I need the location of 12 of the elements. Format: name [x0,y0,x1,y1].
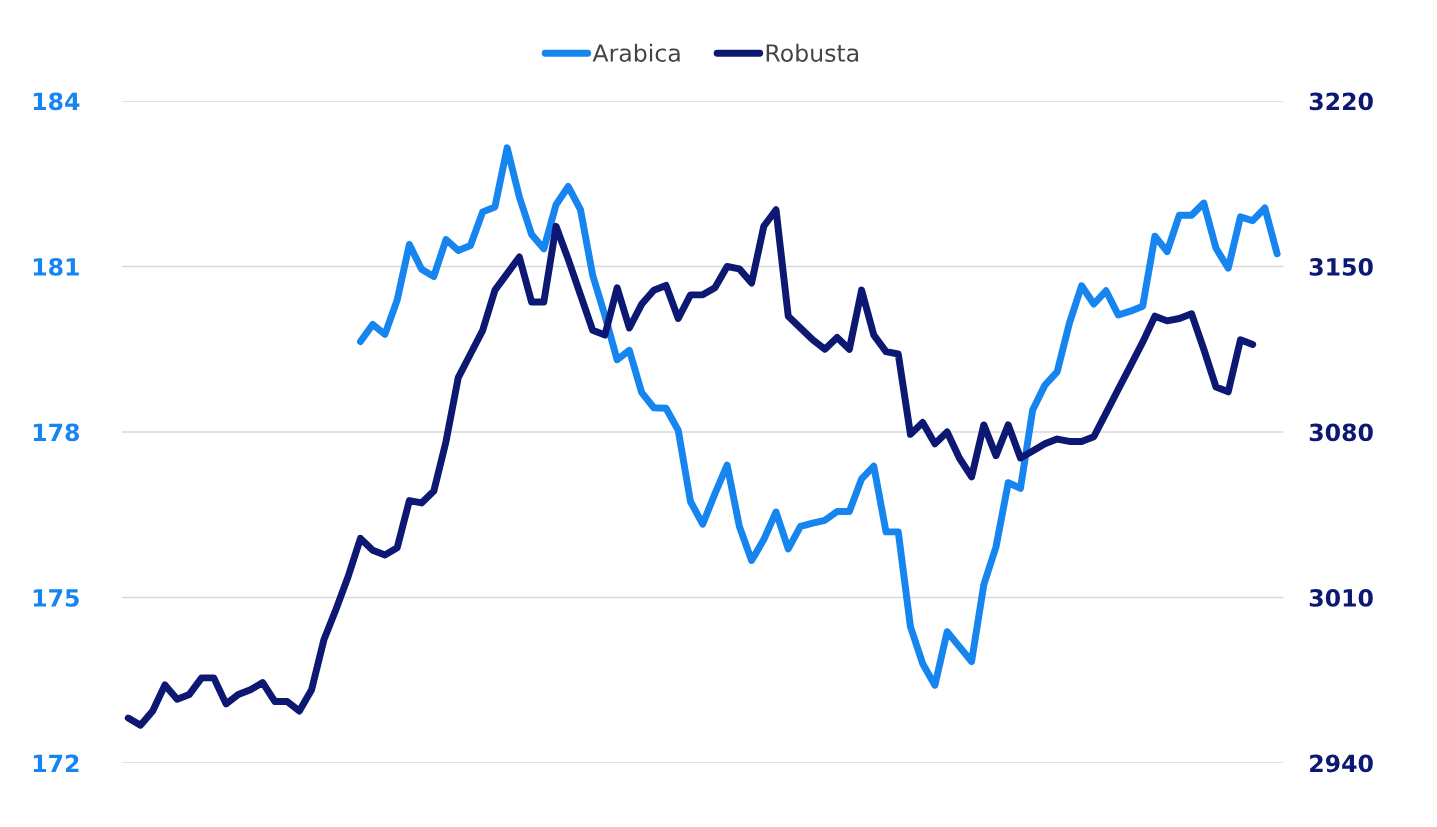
y2-tick-label: 3150 [1309,257,1373,276]
y2-tick-label: 3220 [1309,92,1373,111]
y-tick-label: 175 [33,589,79,607]
y2-tick-label: 3010 [1309,588,1373,607]
y2-tick-label: 3080 [1309,423,1373,442]
y-tick-label: 181 [33,257,79,276]
y-tick-label: 172 [33,754,79,772]
legend-label: Arabica [592,43,680,62]
y-tick-label: 178 [33,423,80,442]
y-tick-label: 184 [33,92,80,111]
y2-tick-label: 2940 [1310,754,1373,773]
legend-label: Robusta [766,43,859,62]
